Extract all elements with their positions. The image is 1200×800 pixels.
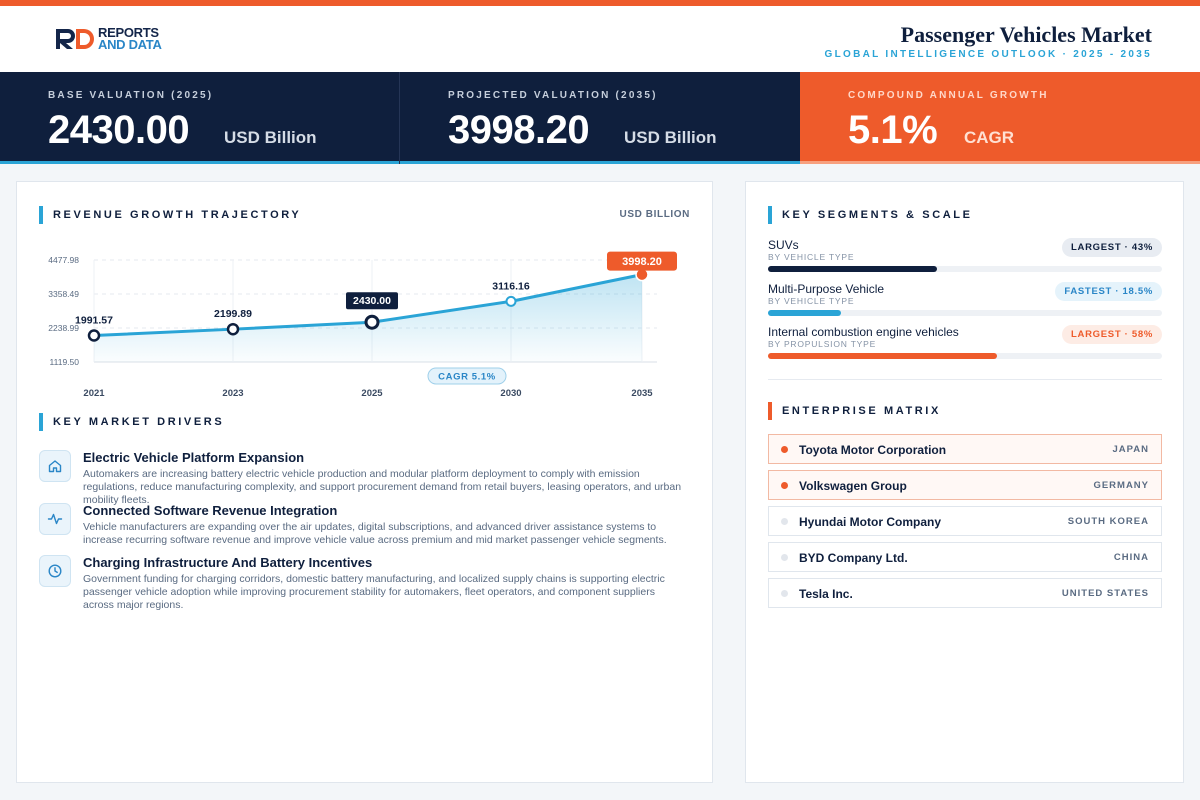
enterprise-country: UNITED STATES: [1061, 588, 1149, 599]
segment-share-track: [768, 353, 1162, 359]
y-tick-label: 3358.49: [48, 289, 79, 299]
enterprise-name: Volkswagen Group: [799, 479, 907, 493]
enterprise-marker: [781, 554, 788, 561]
enterprise-country: SOUTH KOREA: [1067, 516, 1149, 527]
segment-share-bar: [768, 353, 997, 359]
enterprise-name: Tesla Inc.: [799, 587, 853, 601]
driver-title: Connected Software Revenue Integration: [83, 503, 338, 518]
data-label: 2430.00: [353, 295, 391, 307]
driver-description: Vehicle manufacturers are expanding over…: [83, 521, 667, 546]
cagr-annotation-label: CAGR 5.1%: [438, 372, 496, 383]
kpi-unit: USD Billion: [624, 128, 717, 147]
enterprise-marker: [781, 446, 788, 453]
segment-category: BY VEHICLE TYPE: [768, 252, 855, 262]
kpi-cagr: COMPOUND ANNUAL GROWTH 5.1% CAGR: [800, 72, 1200, 164]
segment-name: Multi-Purpose Vehicle: [768, 282, 885, 296]
driver-description: Automakers are increasing battery electr…: [83, 468, 682, 506]
section-divider: [768, 379, 1162, 380]
segment-category: BY VEHICLE TYPE: [768, 296, 855, 306]
data-point: [226, 322, 240, 336]
x-tick-label: 2035: [631, 388, 653, 399]
enterprise-marker: [781, 590, 788, 597]
chart-unit-label: USD BILLION: [619, 209, 690, 220]
segment-badge: LARGEST · 43%: [1062, 238, 1162, 257]
driver-title: Electric Vehicle Platform Expansion: [83, 450, 305, 465]
segment-share-bar: [768, 310, 841, 316]
data-label: 3116.16: [492, 280, 530, 292]
brand-name-line1: REPORTS: [98, 25, 159, 40]
segment-share-bar: [768, 266, 938, 272]
data-label: 1991.57: [75, 315, 113, 327]
kpi-base-valuation: BASE VALUATION (2025) 2430.00 USD Billio…: [0, 72, 400, 164]
data-point: [364, 314, 380, 330]
data-label-bg: [346, 292, 398, 310]
enterprise-country: CHINA: [1113, 552, 1149, 563]
enterprise-name: BYD Company Ltd.: [799, 551, 908, 565]
data-point: [505, 295, 517, 307]
segments-section-title: KEY SEGMENTS & SCALE: [768, 206, 973, 224]
activity-icon: [39, 503, 71, 535]
enterprise-country: GERMANY: [1093, 480, 1149, 491]
kpi-projected-valuation: PROJECTED VALUATION (2035) 3998.20 USD B…: [400, 72, 800, 164]
segment-category: BY PROPULSION TYPE: [768, 339, 877, 349]
segment-share-track: [768, 310, 1162, 316]
data-label: 2199.89: [214, 308, 252, 320]
enterprise-name: Hyundai Motor Company: [799, 515, 942, 529]
clock-icon: [39, 555, 71, 587]
kpi-label: PROJECTED VALUATION (2035): [448, 90, 658, 101]
brand-name-line2: AND DATA: [98, 37, 162, 52]
kpi-value: 2430.00: [48, 108, 190, 152]
y-tick-label: 1119.50: [50, 357, 80, 367]
page-title: Passenger Vehicles Market: [900, 22, 1152, 47]
enterprise-name: Toyota Motor Corporation: [799, 443, 947, 457]
chart-area-fill: [94, 274, 642, 362]
kpi-strip: [400, 161, 800, 164]
y-tick-label: 4477.98: [48, 255, 79, 265]
enterprise-row[interactable]: Toyota Motor Corporation JAPAN: [768, 434, 1162, 464]
enterprise-row[interactable]: Hyundai Motor Company SOUTH KOREA: [768, 506, 1162, 536]
data-point: [87, 329, 101, 342]
home-icon: [39, 450, 71, 482]
kpi-value: 3998.20: [448, 108, 590, 152]
page-header: REPORTS AND DATA Passenger Vehicles Mark…: [0, 6, 1200, 72]
data-label: 3998.20: [622, 256, 662, 268]
kpi-unit: USD Billion: [224, 128, 317, 147]
enterprise-country: JAPAN: [1112, 444, 1149, 455]
x-tick-label: 2025: [361, 388, 383, 399]
kpi-label: BASE VALUATION (2025): [48, 90, 214, 101]
x-tick-label: 2021: [83, 388, 105, 399]
segment-badge: LARGEST · 58%: [1062, 325, 1162, 344]
drivers-section-title: KEY MARKET DRIVERS: [39, 413, 224, 431]
right-panel: KEY SEGMENTS & SCALE SUVs BY VEHICLE TYP…: [745, 181, 1184, 783]
y-tick-label: 2238.99: [48, 323, 79, 333]
enterprise-marker: [781, 518, 788, 525]
driver-description: Government funding for charging corridor…: [83, 573, 665, 611]
top-accent-bar: [0, 0, 1200, 6]
enterprise-row[interactable]: BYD Company Ltd. CHINA: [768, 542, 1162, 572]
kpi-label: COMPOUND ANNUAL GROWTH: [848, 90, 1049, 101]
page-subtitle: GLOBAL INTELLIGENCE OUTLOOK · 2025 - 203…: [824, 49, 1152, 60]
segment-share-track: [768, 266, 1162, 272]
segment-name: SUVs: [768, 238, 799, 252]
kpi-value: 5.1%: [848, 108, 938, 152]
cagr-annotation: CAGR 5.1%: [427, 367, 507, 385]
enterprise-marker: [781, 482, 788, 489]
x-tick-label: 2023: [222, 388, 243, 399]
kpi-unit: CAGR: [964, 128, 1015, 147]
kpi-strip: [800, 161, 1200, 164]
revenue-line-chart: 1119.50 2238.99 3358.49 4477.98 2021 2023 202…: [48, 251, 677, 399]
rd-logo-icon: [56, 29, 94, 49]
enterprise-row[interactable]: Tesla Inc. UNITED STATES: [768, 578, 1162, 608]
brand-logo[interactable]: REPORTS AND DATA: [54, 26, 162, 52]
enterprise-section-title: ENTERPRISE MATRIX: [768, 402, 941, 420]
data-label-bg: [607, 251, 677, 271]
segment-name: Internal combustion engine vehicles: [768, 325, 959, 339]
left-panel: REVENUE GROWTH TRAJECTORY USD BILLION 11…: [16, 181, 713, 783]
enterprise-row[interactable]: Volkswagen Group GERMANY: [768, 470, 1162, 500]
kpi-strip: [0, 161, 399, 164]
driver-title: Charging Infrastructure And Battery Ince…: [83, 555, 373, 570]
segment-badge: FASTEST · 18.5%: [1055, 282, 1162, 301]
x-tick-label: 2030: [500, 388, 521, 399]
chart-section-title: REVENUE GROWTH TRAJECTORY: [39, 206, 301, 224]
